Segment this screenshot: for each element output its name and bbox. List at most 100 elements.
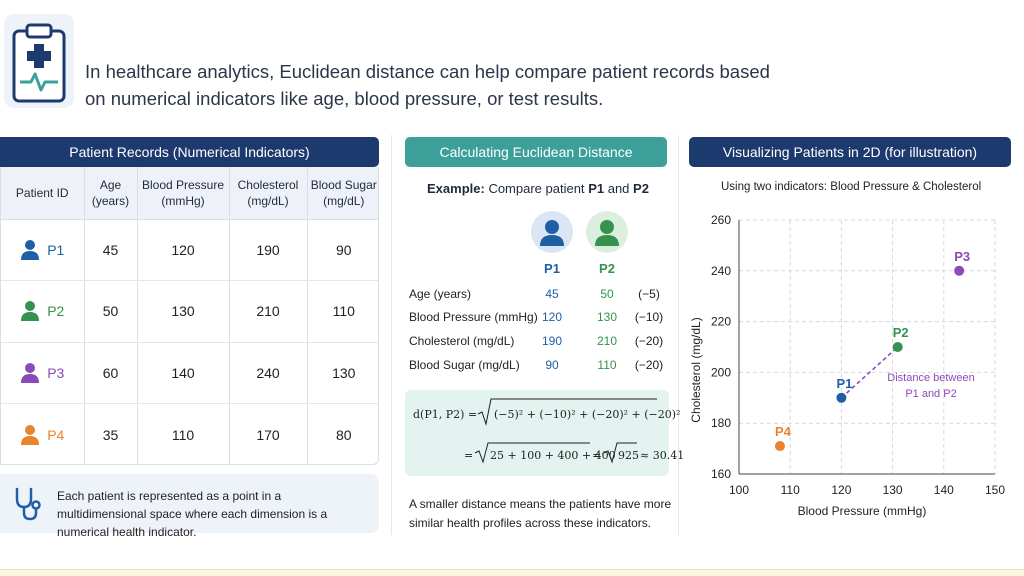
patient-id: P1 (47, 241, 65, 258)
radical-signs (474, 398, 657, 464)
row-p1-value: 90 (545, 358, 559, 372)
y-tick-label: 260 (711, 213, 731, 227)
cell-age: 35 (84, 403, 138, 464)
cell-chol: 170 (229, 403, 308, 464)
patient-id: P3 (47, 364, 65, 381)
patient-icon (21, 362, 40, 383)
row-diff: (−10) (634, 310, 664, 324)
divider (678, 135, 679, 535)
row-p1-value: 190 (541, 334, 563, 348)
example-heading: Example: Compare patient P1 and P2 (427, 181, 649, 196)
row-p2-value: 130 (596, 310, 618, 324)
cell-sugar: 130 (307, 342, 378, 404)
cell-sugar: 110 (307, 280, 378, 343)
x-axis-label: Blood Pressure (mmHg) (798, 504, 927, 518)
p1-avatar (531, 211, 573, 253)
patient-id: P2 (47, 303, 65, 320)
chart-subtitle: Using two indicators: Blood Pressure & C… (721, 181, 982, 193)
y-tick-label: 240 (711, 264, 731, 278)
header-blood-pressure: Blood Pressure (mmHg) (137, 167, 230, 220)
annotation-line2: P1 and P2 (905, 388, 956, 400)
formula-eq: = (464, 449, 474, 462)
note-text: Each patient is represented as a point i… (57, 489, 328, 539)
patient-icon (21, 301, 40, 322)
table-header-row: Patient ID Age (years) Blood Pressure (mmH… (1, 167, 378, 220)
formula-eq2: = (592, 449, 602, 462)
formula-sum: 25 + 100 + 400 + 400 (490, 449, 616, 462)
patient-icon (21, 239, 40, 260)
header-blood-sugar: Blood Sugar (mg/dL) (307, 167, 378, 220)
cell-chol: 210 (229, 280, 308, 343)
row-label: Blood Pressure (mmHg) (409, 310, 538, 324)
row-p1-value: 120 (541, 310, 563, 324)
x-tick-label: 130 (883, 483, 903, 497)
point-label-p1: P1 (836, 376, 852, 391)
formula-lhs: d(P1, P2) = (413, 408, 478, 421)
row-p2-value: 210 (596, 334, 618, 348)
formula-result: ≈ 30.41 (640, 449, 685, 462)
intro-text: In healthcare analytics, Euclidean dista… (85, 61, 770, 109)
row-diff: (−5) (638, 287, 660, 301)
annotation-line1: Distance between (887, 372, 974, 384)
formula-box (405, 390, 669, 476)
point-label-p4: P4 (775, 424, 792, 439)
calc-footer: A smaller distance means the patients ha… (409, 497, 672, 530)
header-cholesterol: Cholesterol (mg/dL) (229, 167, 308, 220)
y-tick-label: 180 (711, 416, 731, 430)
point-p1 (836, 392, 847, 403)
y-tick-label: 160 (711, 467, 731, 481)
table-row: P1 45 120 190 90 (1, 219, 378, 281)
point-label-p3: P3 (954, 249, 970, 264)
cell-age: 45 (84, 219, 138, 281)
table-row: P3 60 140 240 130 (1, 342, 378, 404)
cell-chol: 240 (229, 342, 308, 404)
data-points: P1 P2 P3 P4 (774, 249, 970, 452)
patient-id: P4 (47, 426, 65, 443)
cell-sugar: 90 (307, 219, 378, 281)
row-label: Age (years) (409, 287, 472, 301)
point-p3 (954, 265, 965, 276)
y-axis-label: Cholesterol (mg/dL) (689, 317, 703, 422)
table-row: P4 35 110 170 80 (1, 403, 378, 464)
cell-bp: 120 (137, 219, 230, 281)
point-p2 (892, 342, 903, 352)
distance-line (840, 346, 899, 399)
point-label-p2: P2 (893, 325, 909, 340)
chart-title: Visualizing Patients in 2D (for illustra… (689, 137, 1011, 167)
y-tick-labels: 160 180 200 220 240 260 (711, 213, 731, 481)
y-tick-label: 220 (711, 315, 731, 329)
row-p1-value: 45 (545, 287, 559, 301)
header-patient-id: Patient ID (1, 167, 85, 220)
cell-bp: 110 (137, 403, 230, 464)
divider (391, 135, 392, 535)
patient-table: Patient ID Age (years) Blood Pressure (mmH… (0, 167, 379, 465)
row-label: Cholesterol (mg/dL) (409, 334, 515, 348)
y-tick-label: 200 (711, 365, 731, 379)
formula-line1: (−5)² + (−10)² + (−20)² + (−20)² (494, 408, 681, 421)
x-tick-label: 100 (729, 483, 749, 497)
row-p2-value: 110 (597, 358, 617, 372)
formula-radicand: 925 (618, 449, 639, 462)
row-diff: (−20) (634, 334, 664, 348)
col-p1-label: P1 (544, 261, 560, 276)
cell-age: 60 (84, 342, 138, 404)
table-row: P2 50 130 210 110 (1, 280, 378, 343)
stethoscope-icon (15, 487, 41, 521)
x-tick-labels: 100 110 120 130 140 150 (729, 483, 1005, 497)
grid (739, 219, 996, 474)
note-box (0, 474, 379, 533)
cell-bp: 140 (137, 342, 230, 404)
bottom-banner (0, 569, 1024, 576)
calc-title: Calculating Euclidean Distance (405, 137, 667, 167)
col-p2-label: P2 (599, 261, 615, 276)
x-tick-label: 120 (831, 483, 851, 497)
row-diff: (−20) (634, 358, 664, 372)
patient-icon (21, 424, 40, 445)
x-tick-label: 150 (985, 483, 1005, 497)
cell-age: 50 (84, 280, 138, 343)
cell-sugar: 80 (335, 426, 352, 443)
scatter-chart: 100 110 120 130 140 150 160 180 200 220 240 260 Bl… (689, 213, 1005, 518)
point-p4 (774, 441, 785, 452)
header-age: Age (years) (84, 167, 138, 220)
row-p2-value: 50 (600, 287, 614, 301)
